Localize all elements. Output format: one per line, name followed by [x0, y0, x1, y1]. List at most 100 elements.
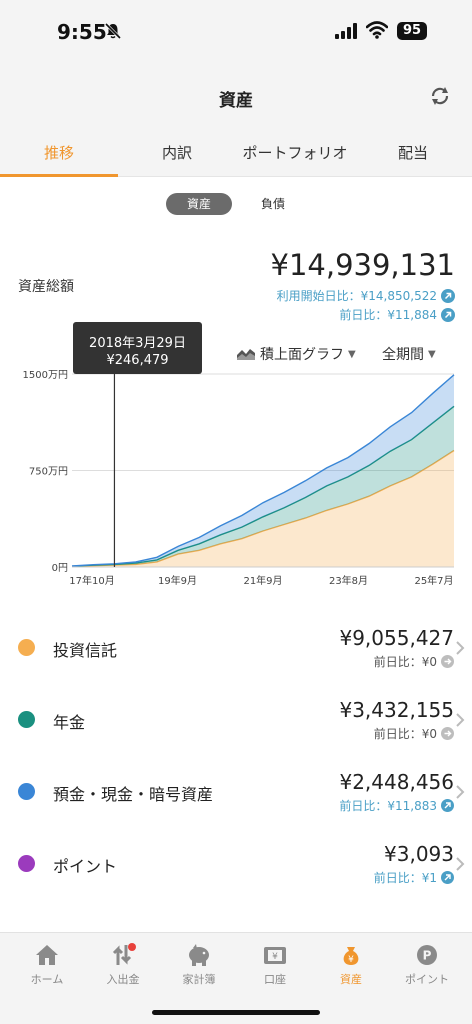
- nav-label: 入出金: [106, 973, 140, 986]
- legend-dot: [18, 639, 35, 656]
- point-icon: P: [417, 945, 437, 965]
- asset-name: 預金・現金・暗号資産: [53, 785, 214, 804]
- prev-day-text: 前日比：¥11,884: [339, 308, 437, 322]
- since-start-text: 利用開始日比：¥14,850,522: [276, 289, 437, 303]
- period-label: 全期間: [382, 347, 424, 363]
- tab-portfolio[interactable]: ポートフォリオ: [242, 144, 348, 162]
- arrow-up-right-icon: [441, 307, 455, 322]
- area-chart-icon: [237, 349, 255, 360]
- total-assets-label: 資産総額: [18, 279, 74, 295]
- legend-dot: [18, 711, 35, 728]
- arrow-right-icon: [441, 655, 454, 668]
- y-tick-label: 0円: [52, 563, 68, 574]
- home-indicator: [152, 1010, 320, 1015]
- x-tick-label: 19年9月: [158, 574, 197, 587]
- nav-household-budget[interactable]: 家計簿: [161, 943, 237, 987]
- y-tick-label: 750万円: [29, 467, 68, 478]
- legend-dot: [18, 783, 35, 800]
- graph-type-dropdown[interactable]: 積上面グラフ ▼: [236, 344, 356, 364]
- asset-change-text: 前日比：¥11,883: [339, 799, 437, 813]
- nav-accounts[interactable]: ¥ 口座: [237, 943, 313, 987]
- header: 資産: [0, 62, 472, 130]
- asset-change: 前日比：¥11,883: [339, 797, 454, 814]
- nav-label: 家計簿: [182, 973, 216, 986]
- arrow-up-right-icon: [441, 288, 455, 303]
- asset-row-investment-trust[interactable]: 投資信託 ¥9,055,427 前日比：¥0: [0, 612, 472, 684]
- transfer-icon: [112, 943, 136, 965]
- segment-liabilities[interactable]: 負債: [260, 197, 285, 211]
- asset-change-text: 前日比：¥0: [373, 727, 437, 741]
- series-line: [71, 449, 455, 568]
- svg-text:¥: ¥: [348, 955, 354, 965]
- refresh-icon[interactable]: [428, 84, 452, 108]
- series-line: [71, 374, 455, 567]
- asset-value: ¥9,055,427: [339, 626, 454, 650]
- chevron-right-icon: [456, 857, 465, 871]
- status-bar: 9:55 95: [0, 0, 472, 62]
- asset-name: 投資信託: [53, 641, 118, 660]
- wifi-icon: [366, 21, 388, 39]
- x-tick-label: 21年9月: [243, 574, 282, 587]
- page-title: 資産: [219, 91, 253, 111]
- caret-down-icon: ▼: [428, 348, 436, 360]
- tab-trend[interactable]: 推移: [43, 144, 74, 162]
- x-tick-label: 17年10月: [69, 574, 114, 587]
- tab-bar: 推移 内訳 ポートフォリオ 配当: [0, 130, 472, 177]
- home-icon: [36, 945, 58, 965]
- status-time: 9:55: [57, 20, 107, 44]
- asset-row-deposits-cash-crypto[interactable]: 預金・現金・暗号資産 ¥2,448,456 前日比：¥11,883: [0, 756, 472, 828]
- legend-dot: [18, 855, 35, 872]
- asset-value: ¥2,448,456: [339, 770, 454, 794]
- asset-change-text: 前日比：¥1: [373, 871, 437, 885]
- arrow-up-right-icon: [441, 871, 454, 884]
- nav-points[interactable]: P ポイント: [389, 943, 465, 987]
- tab-indicator: [0, 174, 118, 177]
- money-bag-icon: ¥: [343, 947, 359, 965]
- asset-change: 前日比：¥0: [374, 725, 454, 742]
- asset-change: 前日比：¥0: [374, 653, 454, 670]
- series-area: [72, 406, 454, 567]
- asset-row-points[interactable]: ポイント ¥3,093 前日比：¥1: [0, 828, 472, 900]
- nav-label: ホーム: [30, 973, 64, 986]
- series-line: [71, 405, 455, 567]
- nav-home[interactable]: ホーム: [9, 943, 85, 987]
- battery-indicator: 95: [397, 22, 427, 40]
- arrow-up-right-icon: [441, 799, 454, 812]
- tooltip-date: 2018年3月29日: [89, 336, 186, 351]
- period-dropdown[interactable]: 全期間 ▼: [382, 344, 436, 364]
- nav-label: 口座: [264, 973, 286, 986]
- caret-down-icon: ▼: [348, 348, 356, 360]
- asset-change: 前日比：¥1: [374, 869, 454, 886]
- asset-row-pension[interactable]: 年金 ¥3,432,155 前日比：¥0: [0, 684, 472, 756]
- wallet-icon: ¥: [264, 947, 286, 964]
- nav-label: 資産: [340, 973, 362, 986]
- nav-transfer[interactable]: 入出金: [85, 943, 161, 987]
- chevron-right-icon: [456, 785, 465, 799]
- graph-type-label: 積上面グラフ: [260, 347, 344, 363]
- y-tick-label: 1500万円: [23, 370, 68, 381]
- tab-dividend[interactable]: 配当: [397, 144, 428, 162]
- svg-text:¥: ¥: [272, 952, 278, 962]
- tab-breakdown[interactable]: 内訳: [161, 144, 192, 162]
- chevron-right-icon: [456, 713, 465, 727]
- series-area: [72, 450, 454, 567]
- asset-name: 年金: [53, 713, 86, 732]
- asset-change-text: 前日比：¥0: [373, 655, 437, 669]
- nav-label: ポイント: [405, 973, 449, 986]
- asset-value: ¥3,432,155: [339, 698, 454, 722]
- x-tick-label: 23年8月: [329, 574, 368, 587]
- bell-muted-icon: [104, 22, 122, 40]
- chart-tooltip: 2018年3月29日 ¥246,479: [73, 322, 202, 374]
- arrow-right-icon: [441, 727, 454, 740]
- asset-value: ¥3,093: [384, 842, 454, 866]
- total-assets-value: ¥14,939,131: [270, 248, 456, 282]
- prev-day-change: 前日比：¥11,884: [339, 306, 455, 323]
- bottom-nav: ホーム 入出金 家計簿 ¥ 口座 ¥ 資産 P ポイント: [0, 932, 472, 1024]
- chevron-right-icon: [456, 641, 465, 655]
- nav-assets[interactable]: ¥ 資産: [313, 943, 389, 987]
- x-tick-label: 25年7月: [414, 574, 453, 587]
- segment-assets[interactable]: 資産: [166, 193, 232, 215]
- signal-icon: [335, 23, 357, 39]
- since-start-change: 利用開始日比：¥14,850,522: [277, 287, 455, 304]
